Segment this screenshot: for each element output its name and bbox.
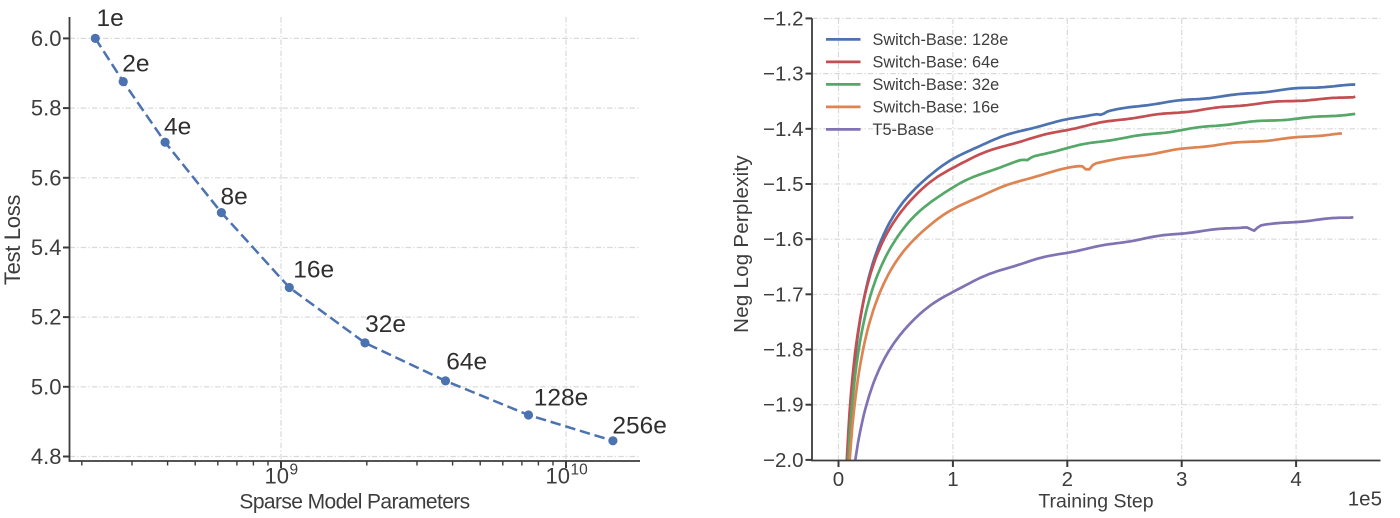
svg-text:256e: 256e <box>612 412 667 439</box>
svg-text:1e: 1e <box>97 5 124 32</box>
svg-text:Test Loss: Test Loss <box>0 195 25 286</box>
svg-text:5.8: 5.8 <box>31 96 62 121</box>
svg-text:T5-Base: T5-Base <box>873 121 935 139</box>
svg-text:4: 4 <box>1290 468 1301 491</box>
svg-text:Sparse Model Parameters: Sparse Model Parameters <box>239 491 469 514</box>
svg-text:Neg Log Perplexity: Neg Log Perplexity <box>730 155 753 333</box>
svg-text:Switch-Base: 128e: Switch-Base: 128e <box>873 31 1009 49</box>
svg-text:−1.5: −1.5 <box>763 173 803 196</box>
svg-text:6.0: 6.0 <box>31 26 62 51</box>
svg-text:9: 9 <box>290 462 299 479</box>
svg-text:10: 10 <box>546 464 570 489</box>
svg-text:4e: 4e <box>164 114 191 141</box>
svg-text:Switch-Base: 32e: Switch-Base: 32e <box>873 76 1000 94</box>
svg-text:2e: 2e <box>122 51 149 78</box>
svg-text:5.2: 5.2 <box>31 305 62 330</box>
svg-text:−1.7: −1.7 <box>763 283 803 306</box>
svg-text:4.8: 4.8 <box>31 444 62 469</box>
svg-text:Switch-Base: 16e: Switch-Base: 16e <box>873 99 1000 117</box>
svg-text:2: 2 <box>1062 468 1073 491</box>
svg-text:8e: 8e <box>221 184 248 211</box>
svg-text:Training Step: Training Step <box>1038 491 1153 513</box>
svg-text:−1.3: −1.3 <box>763 63 803 86</box>
svg-text:5.0: 5.0 <box>31 374 62 399</box>
svg-text:−1.9: −1.9 <box>763 394 803 417</box>
svg-text:−1.2: −1.2 <box>763 7 803 30</box>
svg-text:128e: 128e <box>534 384 589 411</box>
svg-text:32e: 32e <box>365 311 406 338</box>
svg-text:1e5: 1e5 <box>1348 488 1382 511</box>
svg-text:10: 10 <box>571 462 589 479</box>
svg-text:5.6: 5.6 <box>31 165 62 190</box>
svg-text:64e: 64e <box>446 349 487 376</box>
svg-text:3: 3 <box>1176 468 1187 491</box>
svg-text:−1.6: −1.6 <box>763 228 803 251</box>
svg-text:−1.4: −1.4 <box>763 118 803 141</box>
svg-text:0: 0 <box>833 468 844 491</box>
svg-text:1: 1 <box>947 468 958 491</box>
svg-text:−1.8: −1.8 <box>763 339 803 362</box>
svg-text:10: 10 <box>265 464 289 489</box>
svg-text:Switch-Base: 64e: Switch-Base: 64e <box>873 54 1000 72</box>
svg-text:16e: 16e <box>293 256 334 283</box>
svg-text:5.4: 5.4 <box>31 235 62 260</box>
svg-text:−2.0: −2.0 <box>763 449 803 472</box>
